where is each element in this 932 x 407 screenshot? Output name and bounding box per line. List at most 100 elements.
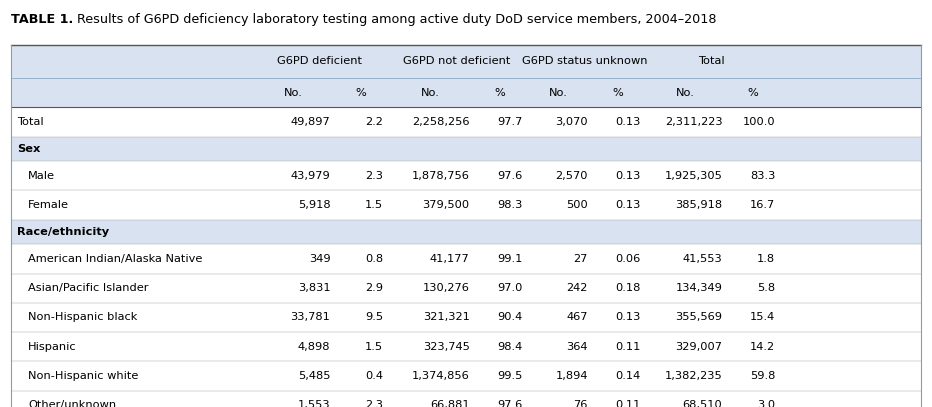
Text: 0.13: 0.13 — [615, 313, 640, 322]
Text: 1,553: 1,553 — [297, 400, 330, 407]
Text: 323,745: 323,745 — [423, 342, 470, 352]
Text: G6PD deficient: G6PD deficient — [277, 57, 362, 66]
Text: 97.6: 97.6 — [497, 400, 522, 407]
Text: %: % — [494, 88, 505, 98]
Text: 2,258,256: 2,258,256 — [412, 117, 470, 127]
Text: 2.3: 2.3 — [365, 171, 383, 181]
Bar — [11, 45, 921, 78]
Text: Non-Hispanic white: Non-Hispanic white — [28, 371, 138, 381]
Text: Male: Male — [28, 171, 55, 181]
Text: Other/unknown: Other/unknown — [28, 400, 116, 407]
Text: 100.0: 100.0 — [743, 117, 775, 127]
Text: No.: No. — [283, 88, 303, 98]
Text: 1,894: 1,894 — [555, 371, 588, 381]
Text: 2,311,223: 2,311,223 — [665, 117, 722, 127]
Text: 2,570: 2,570 — [555, 171, 588, 181]
Text: 66,881: 66,881 — [430, 400, 470, 407]
Text: 99.1: 99.1 — [497, 254, 522, 264]
Text: 1,382,235: 1,382,235 — [665, 371, 722, 381]
Bar — [11, 244, 921, 274]
Text: 0.8: 0.8 — [365, 254, 383, 264]
Text: 90.4: 90.4 — [497, 313, 522, 322]
Text: 76: 76 — [573, 400, 588, 407]
Text: American Indian/Alaska Native: American Indian/Alaska Native — [28, 254, 202, 264]
Bar — [11, 332, 921, 361]
Text: 0.4: 0.4 — [365, 371, 383, 381]
Text: 321,321: 321,321 — [423, 313, 470, 322]
Text: 130,276: 130,276 — [423, 283, 470, 293]
Text: 0.11: 0.11 — [615, 342, 640, 352]
Text: 379,500: 379,500 — [422, 200, 470, 210]
Text: 5.8: 5.8 — [757, 283, 775, 293]
Text: 467: 467 — [567, 313, 588, 322]
Text: 0.13: 0.13 — [615, 117, 640, 127]
Text: 97.7: 97.7 — [497, 117, 522, 127]
Text: 33,781: 33,781 — [291, 313, 330, 322]
Text: 41,177: 41,177 — [430, 254, 470, 264]
Bar — [11, 361, 921, 391]
Text: 1,925,305: 1,925,305 — [665, 171, 722, 181]
Text: 0.13: 0.13 — [615, 200, 640, 210]
Text: Total: Total — [17, 117, 44, 127]
Text: 1.5: 1.5 — [365, 342, 383, 352]
Text: 16.7: 16.7 — [750, 200, 775, 210]
Bar — [11, 78, 921, 107]
Text: 3,070: 3,070 — [555, 117, 588, 127]
Text: Sex: Sex — [17, 144, 40, 154]
Text: Results of G6PD deficiency laboratory testing among active duty DoD service memb: Results of G6PD deficiency laboratory te… — [73, 13, 716, 26]
Text: 99.5: 99.5 — [497, 371, 522, 381]
Text: 98.4: 98.4 — [497, 342, 522, 352]
Text: 41,553: 41,553 — [682, 254, 722, 264]
Text: 500: 500 — [566, 200, 588, 210]
Text: Asian/Pacific Islander: Asian/Pacific Islander — [28, 283, 148, 293]
Text: Race/ethnicity: Race/ethnicity — [17, 227, 109, 237]
Text: 0.06: 0.06 — [615, 254, 640, 264]
Text: 1.8: 1.8 — [757, 254, 775, 264]
Bar — [11, 161, 921, 190]
Text: 0.14: 0.14 — [615, 371, 640, 381]
Text: %: % — [612, 88, 624, 98]
Text: 83.3: 83.3 — [750, 171, 775, 181]
Text: 364: 364 — [567, 342, 588, 352]
Text: 2.3: 2.3 — [365, 400, 383, 407]
Text: 4,898: 4,898 — [298, 342, 330, 352]
Text: 349: 349 — [308, 254, 330, 264]
Text: G6PD not deficient: G6PD not deficient — [403, 57, 510, 66]
Text: 5,485: 5,485 — [298, 371, 330, 381]
Text: 1,374,856: 1,374,856 — [412, 371, 470, 381]
Text: 2.9: 2.9 — [365, 283, 383, 293]
Bar — [11, 274, 921, 303]
Text: Non-Hispanic black: Non-Hispanic black — [28, 313, 137, 322]
Text: 0.13: 0.13 — [615, 171, 640, 181]
Text: 59.8: 59.8 — [750, 371, 775, 381]
Text: 3.0: 3.0 — [757, 400, 775, 407]
Bar — [11, 220, 921, 244]
Text: 329,007: 329,007 — [676, 342, 722, 352]
Text: 97.6: 97.6 — [497, 171, 522, 181]
Text: No.: No. — [420, 88, 440, 98]
Bar — [11, 303, 921, 332]
Text: 43,979: 43,979 — [291, 171, 330, 181]
Text: 15.4: 15.4 — [750, 313, 775, 322]
Text: 242: 242 — [567, 283, 588, 293]
Text: Total: Total — [698, 57, 725, 66]
Text: Female: Female — [28, 200, 69, 210]
Text: 0.11: 0.11 — [615, 400, 640, 407]
Text: 3,831: 3,831 — [297, 283, 330, 293]
Bar — [11, 391, 921, 407]
Text: 68,510: 68,510 — [682, 400, 722, 407]
Bar — [11, 190, 921, 220]
Bar — [11, 137, 921, 161]
Text: No.: No. — [549, 88, 569, 98]
Text: 27: 27 — [573, 254, 588, 264]
Text: 2.2: 2.2 — [365, 117, 383, 127]
Text: Hispanic: Hispanic — [28, 342, 76, 352]
Text: 9.5: 9.5 — [365, 313, 383, 322]
Text: 0.18: 0.18 — [615, 283, 640, 293]
Text: 49,897: 49,897 — [291, 117, 330, 127]
Text: 14.2: 14.2 — [750, 342, 775, 352]
Text: No.: No. — [676, 88, 694, 98]
Text: %: % — [747, 88, 758, 98]
Text: 1.5: 1.5 — [365, 200, 383, 210]
Text: %: % — [355, 88, 366, 98]
